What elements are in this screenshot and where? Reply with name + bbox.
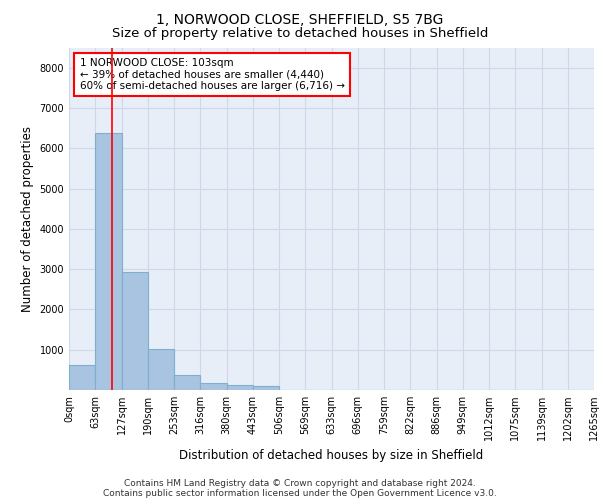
Bar	[200, 383, 227, 390]
Y-axis label: Number of detached properties: Number of detached properties	[21, 126, 34, 312]
Bar	[69, 365, 95, 390]
Bar	[121, 272, 148, 390]
Bar	[174, 374, 200, 390]
Bar	[95, 132, 121, 390]
Text: Contains HM Land Registry data © Crown copyright and database right 2024.: Contains HM Land Registry data © Crown c…	[124, 478, 476, 488]
Text: 1 NORWOOD CLOSE: 103sqm
← 39% of detached houses are smaller (4,440)
60% of semi: 1 NORWOOD CLOSE: 103sqm ← 39% of detache…	[79, 58, 344, 91]
Text: Size of property relative to detached houses in Sheffield: Size of property relative to detached ho…	[112, 28, 488, 40]
Bar	[148, 350, 174, 390]
Text: 1, NORWOOD CLOSE, SHEFFIELD, S5 7BG: 1, NORWOOD CLOSE, SHEFFIELD, S5 7BG	[157, 12, 443, 26]
Bar	[253, 386, 279, 390]
Text: Contains public sector information licensed under the Open Government Licence v3: Contains public sector information licen…	[103, 488, 497, 498]
Bar	[227, 385, 253, 390]
X-axis label: Distribution of detached houses by size in Sheffield: Distribution of detached houses by size …	[179, 448, 484, 462]
